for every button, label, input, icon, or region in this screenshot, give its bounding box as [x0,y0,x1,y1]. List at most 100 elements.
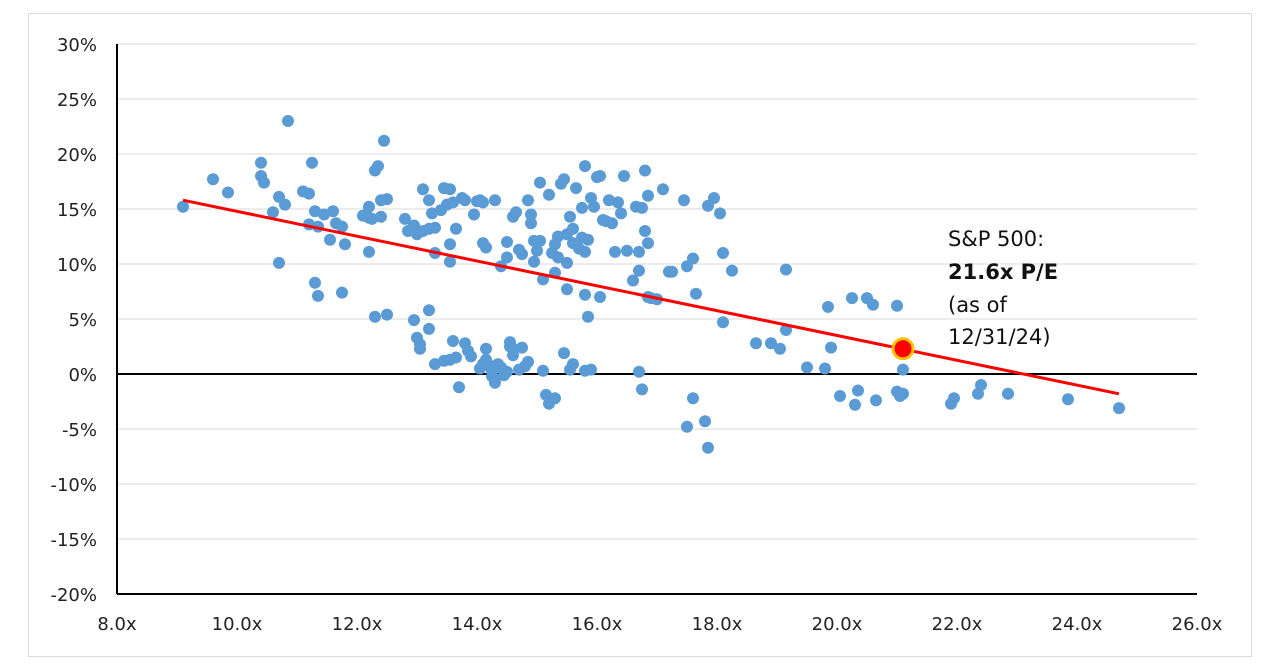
annotation-line-3: (as of [948,293,1008,317]
data-point [708,192,720,204]
data-point [561,256,573,269]
data-point [468,208,480,221]
data-point [423,304,435,317]
trend-line [182,198,1120,396]
data-point [177,200,189,213]
data-point [570,182,582,195]
data-point [717,247,729,259]
data-point [852,384,864,397]
data-point [780,263,792,276]
x-tick-label: 24.0x [1052,614,1103,635]
data-point [336,220,348,233]
data-point [369,310,381,323]
data-point [450,222,462,235]
y-tick-label: 5% [68,310,97,331]
data-point [549,392,561,405]
data-point [489,376,501,389]
data-point [1062,393,1074,406]
data-point [426,207,438,220]
data-point [318,208,330,221]
data-point [636,383,648,396]
data-point [222,186,234,199]
data-point [948,392,960,405]
data-point [633,264,645,277]
data-point [567,222,579,235]
data-point [279,198,291,211]
data-point [579,288,591,301]
data-point [867,298,879,311]
data-point [582,310,594,323]
data-point [327,205,339,218]
annotation-line-1: S&P 500: [948,227,1044,251]
data-point [447,196,459,209]
data-point [585,363,597,376]
data-point [363,245,375,258]
data-point [579,160,591,173]
data-point [417,183,429,196]
data-point [819,362,831,375]
data-point [657,183,669,196]
data-point [306,156,318,169]
x-axis-tick-labels: 8.0x 10.0x 12.0x 14.0x 16.0x 18.0x 20.0x 22.0x 2… [97,614,1222,635]
data-point [501,236,513,248]
data-point [414,342,426,355]
data-point [543,188,555,201]
data-point [516,341,528,354]
data-point [372,160,384,173]
data-point [621,244,633,257]
data-point [834,390,846,402]
data-point [510,206,522,219]
annotation-line-2: 21.6x P/E [948,260,1058,284]
data-point [303,187,315,200]
data-point [477,196,489,209]
data-point [507,342,519,355]
data-point [576,201,588,214]
data-point [207,173,219,186]
data-point [552,230,564,243]
data-point [618,170,630,182]
data-point [378,134,390,147]
data-point [444,238,456,251]
data-point [423,322,435,335]
annotation-line-4: 12/31/24) [948,325,1051,349]
data-point [801,361,813,374]
data-point [489,194,501,207]
data-point [666,265,678,278]
data-point [516,248,528,261]
x-tick-label: 20.0x [812,614,863,635]
data-point [558,347,570,360]
data-point [639,225,651,237]
y-tick-label: 10% [57,255,97,276]
data-point [444,255,456,268]
data-point [642,237,654,250]
data-point [429,358,441,371]
data-point [606,217,618,230]
x-tick-label: 26.0x [1172,614,1223,635]
data-point [258,176,270,189]
sp500-highlight-point [891,337,915,361]
data-point [480,342,492,355]
data-point [552,251,564,264]
y-tick-label: -10% [50,475,97,496]
data-point [633,365,645,378]
data-point [642,189,654,202]
x-tick-label: 8.0x [97,614,137,635]
data-point [603,194,615,207]
data-point [561,283,573,296]
data-point [627,274,639,287]
data-point [465,350,477,363]
data-point [501,251,513,264]
data-point [636,201,648,214]
data-point [822,300,834,313]
data-point [825,341,837,354]
data-points [177,115,1125,454]
data-point [537,364,549,377]
data-point [522,355,534,368]
data-point [588,200,600,213]
data-point [282,115,294,127]
x-tick-label: 16.0x [572,614,623,635]
data-point [690,287,702,300]
grid-lines [117,43,1197,595]
data-point [897,387,909,400]
